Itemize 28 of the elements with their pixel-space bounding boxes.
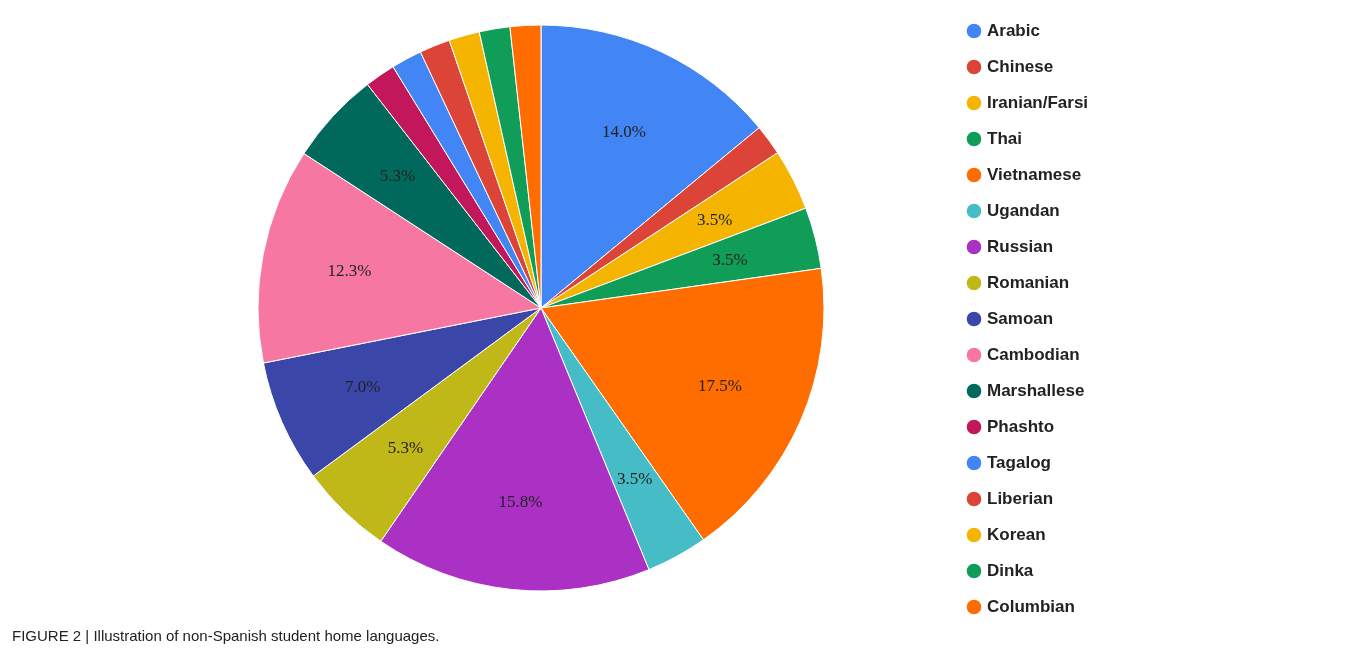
data-label: 3.5% xyxy=(712,249,748,269)
legend-label: Liberian xyxy=(987,489,1054,508)
legend-label: Columbian xyxy=(987,597,1075,616)
legend-label: Vietnamese xyxy=(987,165,1082,184)
legend-label: Ugandan xyxy=(987,201,1060,220)
legend-label: Arabic xyxy=(987,21,1040,40)
legend-label: Iranian/Farsi xyxy=(987,93,1089,112)
data-label: 14.0% xyxy=(602,121,647,141)
data-label: 17.5% xyxy=(697,375,742,395)
legend-label: Chinese xyxy=(987,57,1054,76)
legend-label: Thai xyxy=(987,129,1022,148)
legend-label: Russian xyxy=(987,237,1054,256)
legend-label: Dinka xyxy=(987,561,1034,580)
data-label: 5.3% xyxy=(387,438,424,458)
legend-label: Marshallese xyxy=(987,381,1085,400)
legend-label: Tagalog xyxy=(987,453,1051,472)
data-label: 12.3% xyxy=(327,260,372,280)
data-label: 15.8% xyxy=(498,491,543,511)
legend-label: Romanian xyxy=(987,273,1070,292)
legend-label: Cambodian xyxy=(987,345,1080,364)
data-label: 7.0% xyxy=(344,376,381,396)
legend-label: Samoan xyxy=(987,309,1054,328)
legend-label: Phashto xyxy=(987,417,1055,436)
caption: FIGURE 2 | Illustration of non-Spanish student home languages. xyxy=(12,627,440,644)
legend-label: Korean xyxy=(987,525,1046,544)
data-label: 3.5% xyxy=(697,209,733,229)
data-label: 3.5% xyxy=(617,469,653,488)
data-label: 5.3% xyxy=(379,165,416,185)
